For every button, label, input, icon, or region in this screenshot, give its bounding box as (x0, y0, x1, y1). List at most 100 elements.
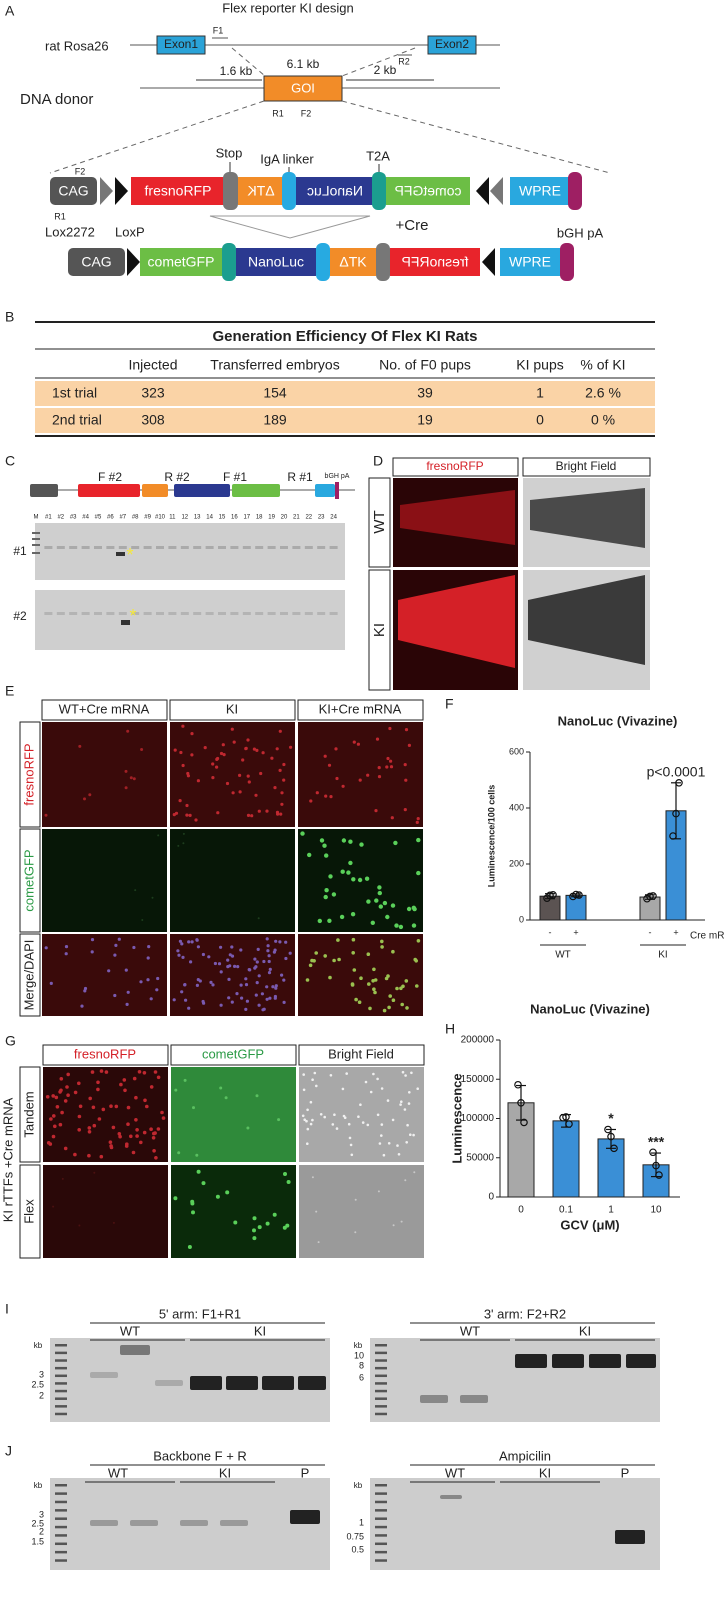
y-tick-label: 100000 (461, 1113, 495, 1124)
cell (257, 1225, 262, 1230)
gel-band (292, 612, 301, 615)
cell (315, 1084, 318, 1088)
dashed (49, 100, 265, 174)
panel-label: D (373, 453, 383, 469)
cell (388, 994, 393, 998)
lane-label: #5 (95, 515, 102, 521)
cell (196, 945, 200, 949)
cell (359, 842, 364, 847)
cell (245, 999, 249, 1003)
cassette-element (174, 484, 230, 497)
panel-label: I (5, 1301, 9, 1317)
cell (284, 956, 288, 961)
cell (126, 1105, 131, 1110)
ladder-band (375, 1374, 387, 1378)
cell (252, 1236, 257, 1241)
ladder-band (375, 1366, 387, 1370)
cell (412, 1133, 415, 1137)
cell (64, 945, 69, 949)
cell (61, 1177, 64, 1180)
table-header: KI pups (516, 357, 563, 373)
cell (261, 1008, 265, 1012)
gel-image (35, 523, 345, 580)
cell (257, 1003, 261, 1007)
label: Lox2272 (45, 224, 95, 239)
cell (256, 947, 260, 952)
cell (377, 1190, 380, 1193)
cell (77, 1128, 81, 1132)
cassette-element (238, 177, 284, 205)
panel-label: H (445, 1021, 455, 1037)
cell (112, 1221, 115, 1224)
cell (59, 1077, 64, 1081)
row-label: #2 (13, 609, 27, 623)
cell (64, 952, 68, 956)
cell (283, 1172, 287, 1176)
cell (63, 1146, 68, 1151)
ladder-label: 2.5 (31, 1518, 44, 1528)
data-point (649, 892, 657, 900)
lox-site (490, 177, 503, 205)
label: T2A (366, 148, 390, 163)
cell (241, 758, 245, 762)
cell (352, 968, 357, 972)
cell (266, 944, 270, 948)
cell (134, 1118, 138, 1122)
cell (323, 754, 327, 758)
label-box (298, 1044, 425, 1066)
cell (397, 1153, 401, 1156)
cell (392, 1224, 395, 1227)
cell (377, 766, 381, 770)
cell (78, 1104, 83, 1109)
gel-band (242, 546, 251, 549)
data-point (514, 1080, 522, 1089)
ladder-band (55, 1389, 67, 1393)
cell (351, 937, 356, 942)
cell (114, 1104, 119, 1109)
gel-band (180, 612, 189, 615)
cassette-element (560, 243, 574, 281)
cell (139, 1140, 143, 1145)
cell (259, 771, 263, 776)
cell (173, 1196, 178, 1201)
cell (190, 753, 194, 757)
label: 6.1 kb (287, 57, 320, 71)
table-cell: 2.6 % (585, 385, 621, 401)
y-axis-label: Luminescence (449, 1073, 464, 1163)
label-box (19, 933, 41, 1017)
cell (195, 938, 199, 942)
cell (327, 918, 332, 923)
gel-title: Backbone F + R (153, 1448, 247, 1463)
data-point (575, 891, 583, 899)
lane-label: 16 (231, 515, 238, 521)
cell (181, 763, 185, 768)
cell (202, 1001, 206, 1005)
cell (272, 1212, 277, 1217)
cell (225, 781, 230, 786)
x-tick-label: 0.1 (559, 1205, 573, 1216)
micrograph (299, 1165, 424, 1258)
gel-band (589, 1354, 621, 1368)
lane-label: 17 (243, 515, 250, 521)
cell (154, 1156, 158, 1160)
gel-band (190, 1376, 222, 1390)
cell (396, 1144, 399, 1147)
cell (52, 1114, 56, 1118)
x-tick-label: 1 (608, 1205, 614, 1216)
cell (416, 939, 421, 943)
cell (265, 937, 269, 941)
cell (186, 771, 190, 776)
gel-title: Ampicilin (499, 1448, 551, 1463)
cell (189, 960, 193, 964)
lane-label: #10 (155, 515, 166, 521)
cell (351, 877, 356, 882)
cell (221, 743, 225, 747)
cell (257, 974, 261, 978)
cell (265, 809, 269, 813)
cell (391, 998, 396, 1002)
cell (380, 1134, 383, 1137)
cell (90, 1070, 95, 1074)
panel-label: F (445, 696, 454, 712)
cell (334, 747, 338, 751)
cell (276, 812, 280, 816)
